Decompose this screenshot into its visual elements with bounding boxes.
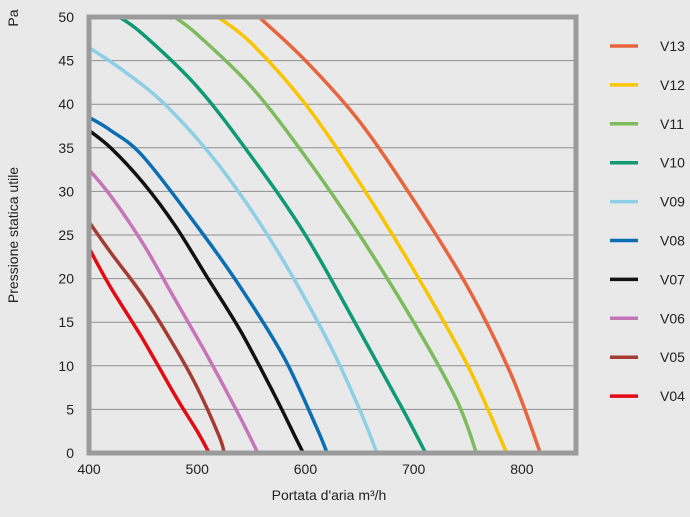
series-line-v13	[257, 17, 543, 453]
series-line-v08	[89, 115, 329, 453]
legend-label-v10: V10	[660, 155, 685, 171]
legend-label-v13: V13	[660, 38, 685, 54]
x-tick-label: 700	[402, 461, 426, 477]
series-line-v11	[172, 17, 479, 453]
series-line-v04	[89, 246, 211, 453]
legend-label-v08: V08	[660, 233, 685, 249]
y-tick-label: 20	[58, 271, 74, 287]
legend-label-v09: V09	[660, 194, 685, 210]
series-line-v06	[89, 167, 260, 453]
x-tick-label: 800	[510, 461, 534, 477]
legend-label-v07: V07	[660, 271, 685, 287]
legend: V13 V12 V11 V10 V09 V08 V07 V06 V05 V04	[610, 38, 685, 404]
y-tick-label: 15	[58, 314, 74, 330]
x-tick-label: 400	[77, 461, 101, 477]
series-lines	[89, 17, 543, 453]
y-tick-label: 10	[58, 358, 74, 374]
x-tick-labels: 400 500 600 700 800	[77, 461, 533, 477]
y-tick-label: 0	[66, 445, 74, 461]
series-line-v10	[117, 17, 428, 453]
series-line-v05	[89, 220, 227, 453]
y-tick-label: 35	[58, 140, 74, 156]
series-line-v07	[89, 128, 306, 453]
legend-label-v05: V05	[660, 349, 685, 365]
x-tick-label: 600	[294, 461, 318, 477]
y-tick-labels: 0 5 10 15 20 25 30 35 40 45 50	[58, 9, 74, 461]
y-tick-label: 50	[58, 9, 74, 25]
y-tick-label: 30	[58, 183, 74, 199]
series-line-v12	[216, 17, 509, 453]
y-tick-label: 45	[58, 53, 74, 69]
y-tick-label: 5	[66, 401, 74, 417]
legend-label-v04: V04	[660, 388, 685, 404]
y-unit-label: Pa	[5, 9, 21, 26]
plot-frame	[86, 14, 579, 456]
legend-label-v12: V12	[660, 77, 685, 93]
series-line-v09	[89, 45, 379, 453]
x-axis-title: Portata d'aria m³/h	[272, 487, 387, 503]
x-tick-label: 500	[186, 461, 210, 477]
y-axis-title: Pressione statica utile	[5, 167, 21, 303]
legend-label-v06: V06	[660, 310, 685, 326]
y-tick-label: 25	[58, 227, 74, 243]
y-tick-label: 40	[58, 96, 74, 112]
legend-label-v11: V11	[660, 116, 684, 132]
